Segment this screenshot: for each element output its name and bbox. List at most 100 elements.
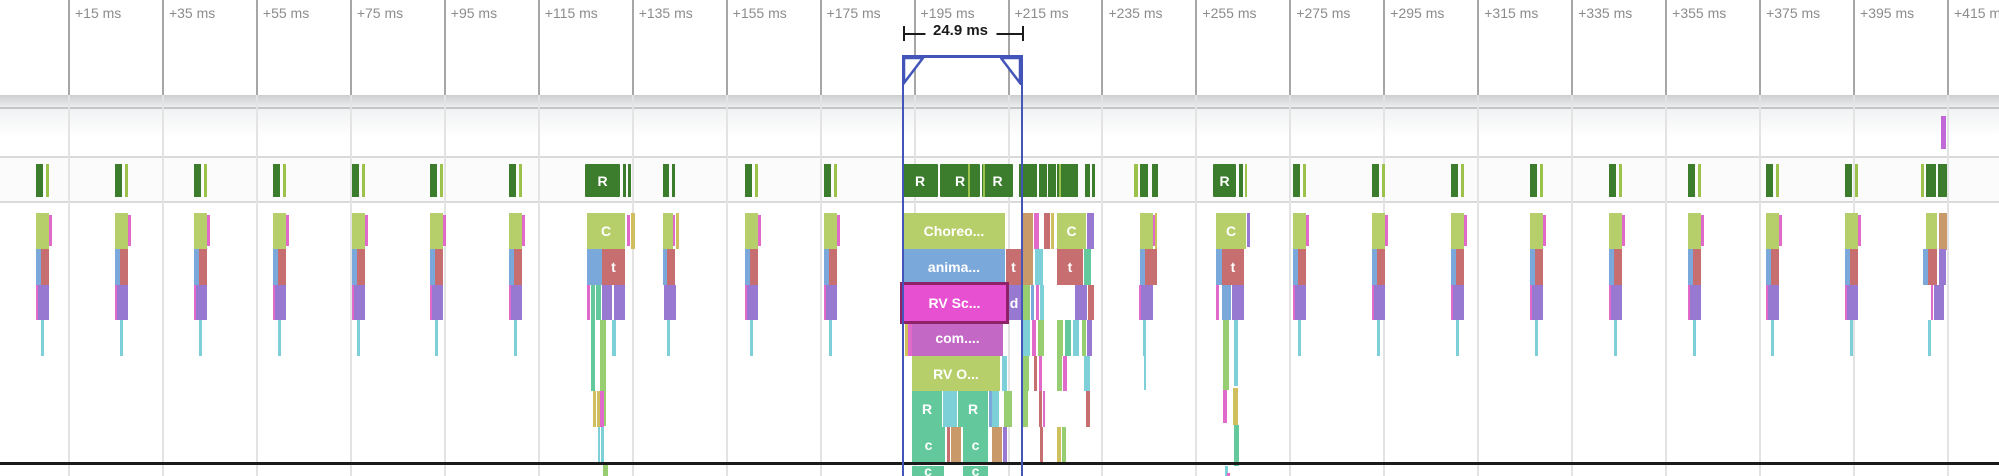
activity-bar[interactable] [1245, 164, 1247, 197]
flame-block[interactable] [593, 391, 596, 427]
flame-block[interactable]: R [958, 391, 988, 427]
flame-block[interactable]: c [963, 427, 988, 462]
rendering-badge[interactable]: R [982, 164, 1013, 197]
flame-block[interactable] [120, 249, 128, 285]
flame-block[interactable] [1004, 391, 1012, 427]
flame-block[interactable] [1923, 249, 1928, 285]
flame-block[interactable] [750, 249, 758, 285]
flame-block[interactable] [591, 320, 595, 391]
flame-block[interactable] [514, 249, 522, 285]
flame-block[interactable] [1232, 285, 1244, 320]
flame-block[interactable] [1931, 285, 1933, 320]
flame-block[interactable] [1609, 213, 1622, 249]
flame-block[interactable] [278, 320, 281, 356]
flame-block[interactable] [117, 285, 128, 320]
flame-block[interactable] [747, 285, 758, 320]
activity-bar[interactable] [1926, 164, 1936, 197]
flame-block[interactable] [1771, 249, 1779, 285]
flame-block[interactable] [1216, 285, 1219, 320]
activity-bar[interactable] [663, 164, 669, 197]
flame-block[interactable] [1057, 427, 1061, 462]
flame-block[interactable] [1377, 249, 1385, 285]
activity-bar[interactable] [623, 164, 626, 197]
activity-bar[interactable] [1938, 164, 1947, 197]
flame-block[interactable] [1306, 215, 1309, 246]
flame-block[interactable] [1928, 249, 1937, 285]
rendering-badge[interactable]: R [940, 164, 980, 197]
flame-block[interactable] [1298, 249, 1306, 285]
activity-bar[interactable] [1039, 164, 1047, 197]
flame-block[interactable] [601, 427, 604, 462]
flame-block[interactable] [1023, 213, 1033, 249]
flame-block[interactable] [115, 213, 128, 249]
flame-block[interactable] [194, 213, 207, 249]
flame-block[interactable] [273, 249, 278, 285]
activity-bar[interactable] [1698, 164, 1701, 197]
selection-left-handle[interactable] [903, 57, 925, 85]
flame-block[interactable] [667, 320, 670, 356]
activity-bar[interactable] [1540, 164, 1543, 197]
flame-block[interactable] [278, 249, 286, 285]
flame-block[interactable] [943, 391, 957, 427]
flame-block[interactable] [1034, 213, 1039, 249]
flame-block[interactable] [587, 285, 590, 320]
activity-bar[interactable] [430, 164, 437, 197]
flame-block[interactable] [1087, 213, 1094, 249]
flame-block[interactable] [597, 391, 600, 427]
flame-block[interactable] [745, 213, 758, 249]
rendering-badge[interactable]: R [1213, 164, 1236, 197]
flame-block[interactable] [596, 285, 601, 320]
flame-block[interactable] [1227, 473, 1230, 476]
flame-block[interactable] [1003, 427, 1007, 462]
activity-bar[interactable] [440, 164, 443, 197]
flame-block[interactable] [1456, 249, 1464, 285]
flame-block[interactable] [199, 249, 207, 285]
activity-bar[interactable] [36, 164, 43, 197]
flame-block[interactable] [1223, 320, 1229, 390]
flame-block[interactable] [1223, 390, 1227, 423]
flame-block[interactable] [1293, 249, 1298, 285]
flame-block[interactable] [1087, 320, 1092, 356]
activity-bar[interactable] [1619, 164, 1622, 197]
flame-block[interactable] [1034, 356, 1037, 391]
activity-bar[interactable] [1293, 164, 1300, 197]
flame-block[interactable] [41, 249, 49, 285]
activity-bar[interactable] [1766, 164, 1773, 197]
activity-bar[interactable] [1239, 164, 1243, 197]
flame-block[interactable] [196, 285, 207, 320]
flame-block[interactable] [207, 215, 210, 246]
flame-block[interactable] [1057, 320, 1063, 356]
flame-block[interactable] [1023, 249, 1033, 285]
activity-bar[interactable] [968, 164, 970, 197]
flame-block[interactable] [1372, 249, 1377, 285]
flame-block[interactable] [1040, 427, 1043, 462]
flame-block[interactable] [1543, 215, 1546, 246]
flame-block[interactable] [631, 213, 635, 249]
flame-block[interactable] [1845, 213, 1858, 249]
flame-block[interactable] [1926, 213, 1937, 249]
flame-block[interactable] [1023, 356, 1029, 391]
flame-block[interactable] [36, 285, 38, 320]
flame-block[interactable] [443, 215, 446, 246]
flame-block[interactable] [1858, 215, 1861, 246]
flame-block[interactable] [354, 285, 365, 320]
flame-block[interactable] [1216, 249, 1222, 285]
flame-block[interactable] [1035, 249, 1043, 285]
activity-bar[interactable] [46, 164, 49, 197]
flame-block[interactable] [522, 215, 525, 246]
activity-bar[interactable] [834, 164, 837, 197]
flame-block[interactable] [1057, 356, 1062, 391]
flame-block[interactable] [908, 320, 912, 356]
activity-bar[interactable] [362, 164, 365, 197]
flame-block[interactable] [1222, 285, 1231, 320]
flame-block[interactable]: com.... [912, 320, 1003, 356]
flame-block[interactable] [1039, 391, 1042, 427]
flame-block[interactable] [1234, 425, 1239, 466]
flame-block[interactable] [1155, 213, 1157, 249]
flame-block[interactable] [1143, 320, 1146, 356]
flame-block[interactable] [663, 213, 673, 249]
flame-block[interactable] [1036, 285, 1039, 320]
flame-block[interactable] [509, 285, 511, 320]
activity-bar[interactable] [628, 164, 631, 197]
collapsed-track[interactable] [0, 95, 1999, 109]
